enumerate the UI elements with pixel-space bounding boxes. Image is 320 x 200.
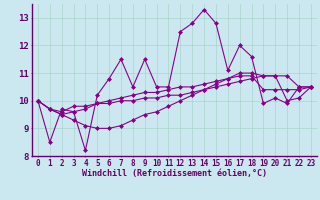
X-axis label: Windchill (Refroidissement éolien,°C): Windchill (Refroidissement éolien,°C) — [82, 169, 267, 178]
